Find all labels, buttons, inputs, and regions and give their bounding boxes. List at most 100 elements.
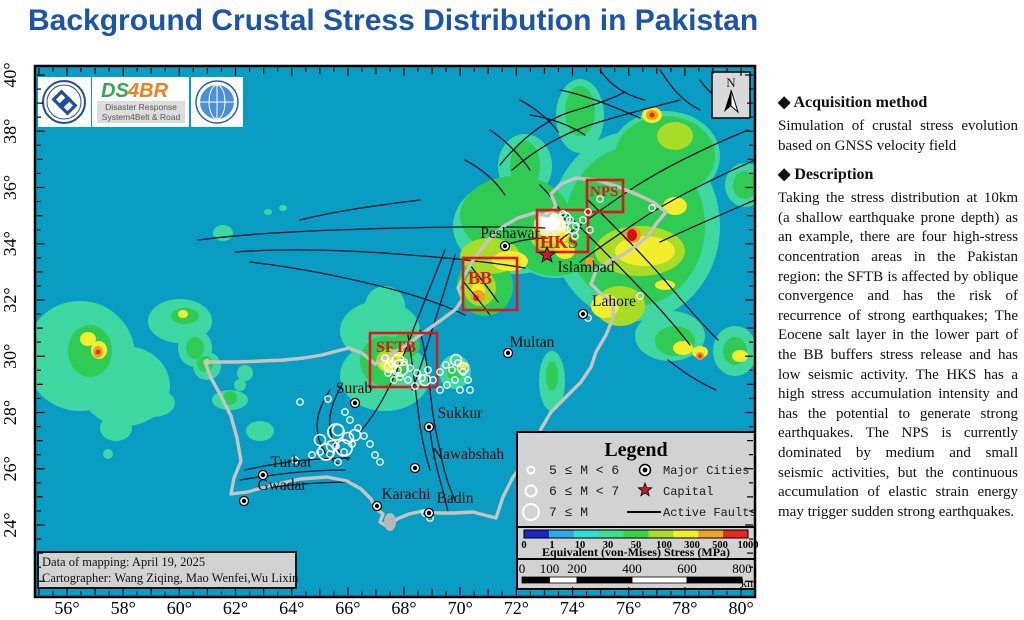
colorbar-tick: 300: [684, 540, 700, 551]
scalebar-tick: 100: [540, 561, 560, 576]
earthquake-marker-small: [579, 216, 587, 224]
earthquake-marker-small: [324, 395, 332, 403]
region-box-sftb: [368, 331, 439, 389]
earthquake-marker-large: [335, 439, 353, 457]
colorbar-tick: 50: [631, 540, 642, 551]
earthquake-marker-small: [636, 292, 644, 300]
region-box-bb: [461, 256, 519, 312]
earthquake-marker-small: [424, 366, 432, 374]
legend-quake-medium-icon: [524, 484, 538, 498]
colorbar-box: 0 1 10 30 50 100 300 500 1000 Equivalent (von-Mi…: [516, 526, 759, 560]
earthquake-marker-small: [556, 222, 564, 230]
map-frame: [33, 64, 757, 599]
red-stress-patch: [627, 229, 637, 241]
region-box-nps: [585, 178, 625, 214]
info-panel: ◆ Acquisition method Simulation of crust…: [778, 84, 1018, 522]
earthquake-marker-small: [406, 364, 414, 372]
cities-layer: Peshawar Lahore Multan Surab Sukkur Nawabshah…: [238, 225, 636, 519]
lat-axis-label: 38°: [0, 119, 20, 144]
earthquake-marker-small: [341, 408, 349, 416]
lon-axis-label: 66°: [335, 598, 360, 618]
earthquake-marker-medium: [348, 428, 362, 442]
earthquake-marker-small: [584, 208, 592, 216]
north-label: N: [726, 75, 736, 90]
earthquake-marker-small: [371, 451, 379, 459]
earthquake-marker-small: [366, 440, 374, 448]
earthquake-marker-small: [586, 226, 594, 234]
earthquake-marker-small: [443, 381, 451, 389]
legend-symbol-row-3: Active Faults: [663, 506, 757, 520]
lon-axis-label: 64°: [279, 598, 304, 618]
acquisition-body: Simulation of crustal stress evolution b…: [778, 118, 1018, 154]
legend-quake-large-icon: [522, 503, 540, 521]
active-faults-layer: [197, 69, 754, 513]
annotation-box: Data of mapping: April 19, 2025 Cartogra…: [37, 551, 299, 589]
lat-axis-label: 24°: [0, 512, 20, 537]
earthquake-marker-small: [296, 398, 304, 406]
earthquake-marker-small: [308, 451, 316, 459]
legend-symbol-row-2: Capital: [663, 485, 713, 499]
page-title: Background Crustal Stress Distribution i…: [28, 4, 759, 37]
scalebar-tick: 0: [519, 561, 526, 576]
lon-axis-label: 60°: [167, 598, 192, 618]
legend-box: Legend 5 ≤ M < 6 6 ≤ M < 7 7 ≤ M Major C…: [516, 431, 757, 528]
lon-axis-label: 56°: [54, 598, 79, 618]
scalebar-unit: km: [741, 576, 757, 590]
capital-label: Islambad: [558, 259, 615, 276]
axis-ticks: [37, 68, 753, 595]
lat-axis-label: 28°: [0, 400, 20, 425]
lon-axis-label: 70°: [448, 598, 473, 618]
earthquake-marker-medium: [456, 361, 470, 375]
colorbar-tick-labels: 0 1 10 30 50 100 300 500 1000: [521, 540, 758, 551]
earthquake-marker-small: [346, 416, 354, 424]
earthquake-marker-small: [464, 376, 472, 384]
capital-star-icon: [637, 481, 653, 497]
lon-axis-label: 72°: [504, 598, 529, 618]
earthquake-marker-small: [436, 368, 444, 376]
region-label-nps: NPS: [590, 184, 618, 200]
city-label: Surab: [336, 380, 372, 397]
lon-axis-label: 68°: [391, 598, 416, 618]
acquisition-heading: ◆ Acquisition method: [778, 94, 928, 111]
earthquake-marker-small: [448, 366, 456, 374]
earthquake-marker-small: [413, 369, 421, 377]
ds4br-title-left: DS: [101, 80, 129, 102]
city-label: Sukkur: [438, 405, 484, 422]
city-label: Gwadar: [257, 477, 307, 494]
city-label: Lahore: [592, 293, 636, 310]
axis-labels: 56° 58° 60° 62° 64° 66° 68° 70° 72° 74° 76° 78° 80° 4…: [0, 62, 754, 618]
region-label-hks: HKS: [540, 232, 578, 252]
earthquake-marker-medium: [449, 353, 463, 367]
globe-logo-icon: [195, 80, 239, 124]
earthquake-marker-small: [396, 373, 404, 381]
legend-quake-small-icon: [526, 465, 536, 475]
scalebar-tick: 600: [677, 561, 697, 576]
earthquake-marker-small: [404, 376, 412, 384]
earthquake-marker-small: [291, 456, 299, 464]
earthquake-marker-small: [411, 382, 419, 390]
scalebar: 0 100 200 400 600 800: [519, 561, 752, 584]
colorbar-tick: 1000: [738, 540, 759, 551]
ds4br-title-right: 4BR: [127, 80, 169, 102]
mapping-date: Data of mapping: April 19, 2025: [42, 555, 205, 569]
lat-axis-label: 30°: [0, 344, 20, 369]
lat-axis-label: 34°: [0, 231, 20, 256]
north-needle-dark: [724, 90, 731, 112]
city-label: Badin: [436, 490, 473, 507]
description-heading: ◆ Description: [778, 166, 874, 184]
ds4br-subtitle-2: System4Belt & Road: [102, 112, 181, 122]
earthquake-marker-medium: [418, 373, 432, 387]
region-box-hks: [535, 208, 590, 254]
earthquake-marker-large: [327, 423, 345, 441]
earthquake-marker-large: [391, 359, 409, 377]
city-label: Multan: [510, 334, 555, 351]
city-label: Turbat: [271, 454, 312, 471]
region-boxes-layer: SFTB BB HKS NPS: [368, 178, 625, 389]
ds4br-subtitle-1: Disaster Response: [105, 102, 177, 112]
north-arrow: N: [711, 71, 751, 119]
ds4br-logo: DS 4BR Disaster Response System4Belt & R…: [97, 80, 185, 123]
legend-mag-row-2: 6 ≤ M < 7: [549, 484, 619, 499]
earthquake-marker-small: [466, 386, 474, 394]
earthquake-marker-medium: [566, 221, 580, 235]
